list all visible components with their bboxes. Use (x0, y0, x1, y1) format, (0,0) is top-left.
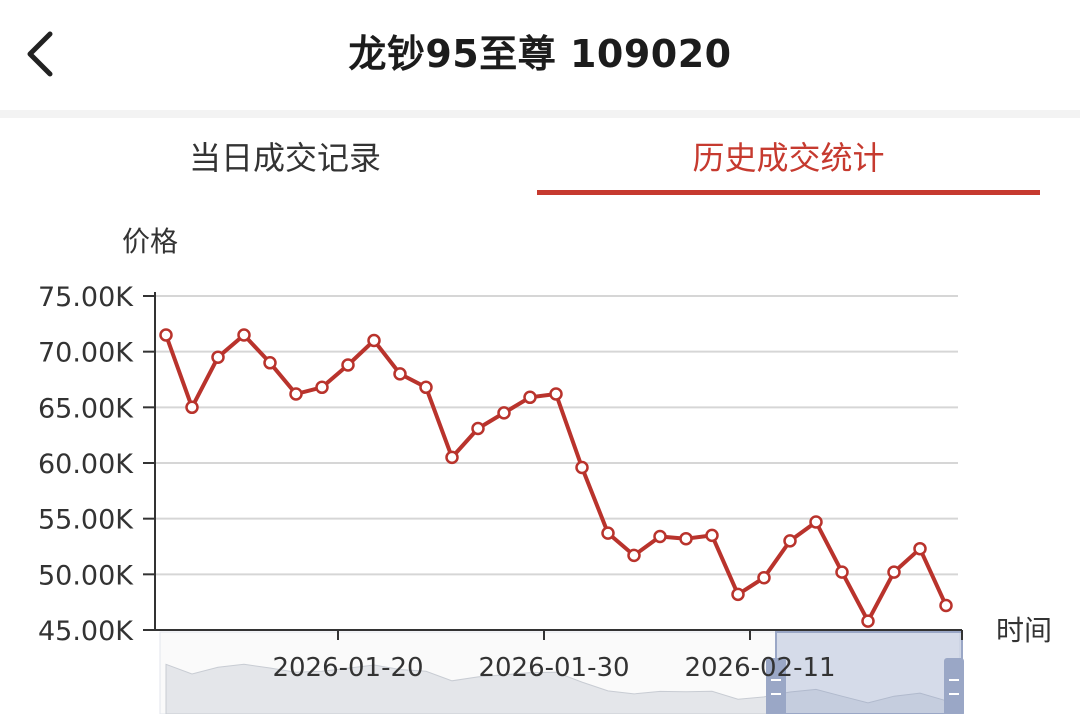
back-button[interactable] (14, 22, 74, 86)
data-point[interactable] (653, 529, 667, 544)
data-point[interactable] (497, 406, 511, 420)
data-point[interactable] (185, 400, 199, 415)
tab-bar: 当日成交记录 历史成交统计 (0, 118, 1080, 198)
data-point[interactable] (159, 328, 173, 342)
x-tick-label: 2026-01-20 (272, 653, 423, 683)
data-point[interactable] (211, 350, 225, 364)
y-tick-label: 60.00K (38, 449, 134, 480)
data-point[interactable] (835, 565, 849, 579)
data-point[interactable] (263, 356, 277, 370)
data-point[interactable] (549, 387, 563, 401)
data-point[interactable] (783, 534, 797, 548)
data-point[interactable] (393, 367, 407, 381)
y-tick-label: 55.00K (38, 505, 134, 536)
active-tab-indicator (537, 190, 1040, 195)
tab-today-trades[interactable]: 当日成交记录 (188, 139, 381, 177)
price-series-line (164, 333, 948, 624)
chevron-left-icon (27, 31, 53, 77)
data-point[interactable] (627, 548, 641, 563)
data-point[interactable] (757, 570, 771, 585)
price-history-chart: 价格 75.00K 70.00K 65.00K 60.00K 55.00K 50.00K 45… (0, 198, 1080, 714)
data-slider-preview (165, 663, 947, 714)
data-point[interactable] (341, 358, 355, 372)
slider-handle-left[interactable] (766, 658, 786, 714)
data-point[interactable] (731, 587, 745, 602)
y-tick-label: 45.00K (38, 616, 134, 647)
x-axis-title: 时间 (996, 614, 1052, 647)
data-point[interactable] (471, 421, 485, 436)
nav-divider (0, 110, 1080, 118)
data-point[interactable] (679, 531, 693, 546)
data-point[interactable] (289, 387, 303, 401)
y-tick-label: 50.00K (38, 560, 134, 591)
y-axis-title: 价格 (122, 225, 178, 258)
x-tick-label: 2026-02-11 (684, 653, 835, 683)
data-point[interactable] (419, 380, 433, 395)
data-point[interactable] (523, 390, 537, 405)
data-point[interactable] (237, 328, 251, 342)
x-tick-label: 2026-01-30 (478, 653, 629, 683)
nav-bar: 龙钞95至尊 109020 (0, 0, 1080, 110)
y-tick-label: 65.00K (38, 393, 134, 424)
tab-history-stats[interactable]: 历史成交统计 (692, 139, 885, 177)
data-point[interactable] (575, 460, 589, 475)
data-point[interactable] (887, 565, 901, 579)
data-point[interactable] (315, 380, 329, 395)
y-tick-label: 75.00K (38, 282, 134, 313)
chart-svg: 价格 75.00K 70.00K 65.00K 60.00K 55.00K 50.00K 45… (38, 225, 1052, 714)
page-title: 龙钞95至尊 109020 (348, 32, 732, 76)
data-point[interactable] (705, 528, 719, 543)
data-point[interactable] (809, 515, 823, 529)
slider-handle-right[interactable] (944, 658, 964, 714)
data-point[interactable] (939, 598, 953, 613)
data-point[interactable] (913, 541, 927, 556)
data-point[interactable] (861, 614, 875, 628)
data-point[interactable] (367, 333, 381, 348)
data-point[interactable] (601, 526, 615, 540)
data-point[interactable] (445, 450, 459, 465)
y-tick-label: 70.00K (38, 338, 134, 369)
